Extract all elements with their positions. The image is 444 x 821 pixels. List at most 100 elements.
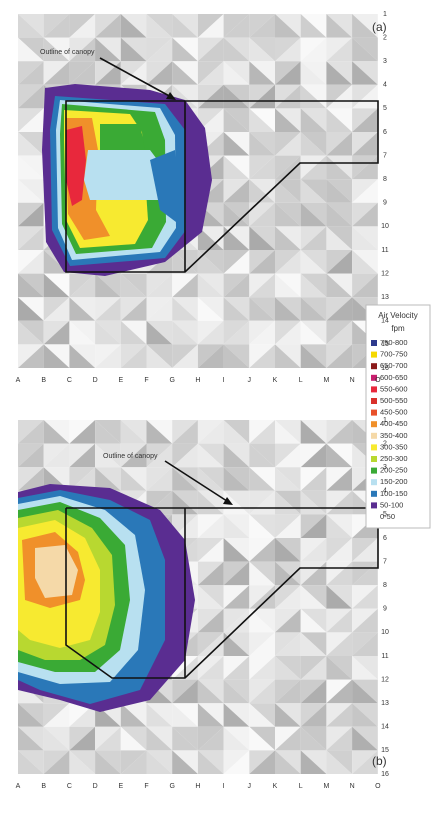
row-label: 6: [383, 535, 387, 542]
grid-cell: [249, 37, 275, 62]
grid-cell: [326, 679, 353, 704]
legend-label: 450-500: [380, 408, 408, 417]
grid-cell: [146, 250, 173, 274]
grid-cell: [95, 297, 121, 321]
grid-cell: [172, 273, 198, 298]
grid-cell: [275, 273, 301, 298]
grid-cell: [69, 37, 96, 62]
grid-cell: [197, 61, 224, 85]
grid-cell: [249, 155, 275, 180]
grid-cell: [172, 656, 198, 680]
grid-cell: [172, 344, 198, 368]
grid-cell: [120, 467, 147, 491]
row-label: 5: [383, 511, 387, 518]
grid-cell: [223, 538, 250, 562]
grid-cell: [197, 297, 224, 321]
column-label: B: [41, 783, 46, 790]
grid-cell: [223, 514, 250, 538]
grid-cell: [275, 61, 301, 85]
grid-cell: [120, 703, 147, 727]
grid-cell: [197, 538, 224, 562]
grid-cell: [326, 443, 353, 468]
row-label: 6: [383, 129, 387, 136]
grid-cell: [172, 443, 198, 468]
grid-cell: [18, 443, 44, 468]
grid-cell: [326, 514, 353, 538]
column-label: D: [93, 783, 98, 790]
grid-cell: [172, 14, 198, 38]
grid-cell: [18, 84, 44, 109]
grid-cell: [352, 61, 378, 85]
grid-cell: [275, 726, 301, 751]
grid-cell: [326, 320, 353, 345]
grid-cell: [197, 585, 224, 609]
grid-cell: [275, 155, 301, 180]
grid-cell: [95, 467, 121, 491]
grid-cell: [146, 703, 173, 727]
grid-cell: [249, 585, 275, 609]
grid-cell: [43, 726, 70, 751]
grid-cell: [146, 84, 173, 109]
grid-cell: [197, 179, 224, 203]
legend-swatch: [371, 409, 377, 416]
grid-cell: [352, 467, 378, 491]
grid-cell: [146, 61, 173, 85]
grid-cell: [172, 443, 198, 468]
grid-cell: [300, 656, 327, 680]
grid-cell: [43, 344, 70, 368]
grid-cell: [223, 726, 250, 751]
grid-cell: [69, 703, 96, 727]
grid-cell: [275, 273, 301, 298]
legend-label: 250-300: [380, 454, 408, 463]
legend-label: 100-150: [380, 489, 408, 498]
grid-cell: [146, 726, 173, 751]
grid-cell: [197, 420, 224, 444]
legend-swatch: [371, 479, 377, 486]
arrow-head: [166, 92, 176, 100]
grid-cell: [197, 420, 224, 444]
grid-cell: [300, 750, 327, 774]
grid-cell: [95, 750, 121, 774]
column-label: N: [350, 377, 355, 384]
grid-cell: [300, 226, 327, 250]
grid-cell: [69, 344, 96, 368]
grid-cell: [18, 703, 44, 727]
column-label: O: [375, 377, 381, 384]
grid-cell: [300, 679, 327, 704]
grid-cell: [95, 37, 121, 62]
grid-cell: [197, 61, 224, 85]
grid-cell: [300, 84, 327, 109]
grid-cell: [275, 420, 301, 444]
grid-cell: [249, 585, 275, 609]
grid-cell: [275, 61, 301, 85]
grid-cell: [120, 37, 147, 62]
grid-cell: [223, 679, 250, 704]
grid-cell: [172, 632, 198, 656]
grid-cell: [172, 703, 198, 727]
grid-cell: [249, 632, 275, 656]
row-label: 12: [381, 676, 389, 683]
grid-cell: [249, 679, 275, 704]
grid-cell: [146, 703, 173, 727]
grid-cell: [352, 585, 378, 609]
grid-cell: [172, 679, 198, 704]
grid-cell: [197, 108, 224, 132]
grid-cell: [197, 84, 224, 109]
grid-cell: [172, 750, 198, 774]
grid-cell: [249, 561, 275, 586]
legend-swatch: [371, 444, 377, 451]
grid-cell: [249, 155, 275, 180]
grid-cell: [197, 84, 224, 109]
grid-cell: [146, 726, 173, 751]
row-label: 8: [383, 582, 387, 589]
grid-cell: [95, 443, 121, 468]
column-label: A: [16, 377, 21, 384]
grid-cell: [275, 14, 301, 38]
grid-cell: [352, 250, 378, 274]
grid-cell: [223, 608, 250, 633]
grid-cell: [223, 344, 250, 368]
annotation-arrow: [99, 57, 174, 99]
grid-cell: [300, 443, 327, 468]
grid-cell: [326, 84, 353, 109]
grid-cell: [249, 37, 275, 62]
